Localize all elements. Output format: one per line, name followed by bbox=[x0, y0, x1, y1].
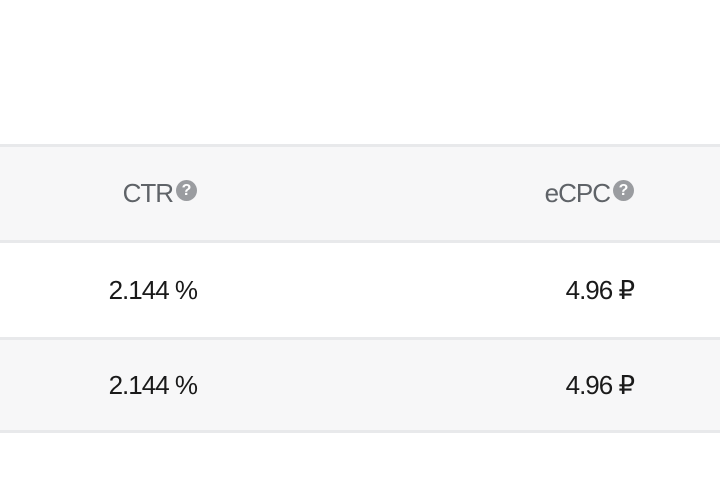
ecpc-cell: 4.96 ₽ bbox=[565, 369, 635, 400]
column-header-label: CTR bbox=[122, 178, 174, 208]
column-header-label: eCPC bbox=[544, 178, 611, 208]
table-header: CTR ? eCPC ? bbox=[0, 144, 720, 243]
ecpc-cell: 4.96 ₽ bbox=[565, 274, 635, 305]
column-header-ecpc[interactable]: eCPC ? bbox=[545, 147, 634, 240]
help-icon[interactable]: ? bbox=[613, 180, 634, 201]
table-row: 2.144 % 4.96 ₽ bbox=[0, 243, 720, 340]
help-icon[interactable]: ? bbox=[176, 180, 197, 201]
column-header-ctr[interactable]: CTR ? bbox=[123, 147, 197, 240]
ctr-cell: 2.144 % bbox=[108, 274, 198, 305]
table-row: 2.144 % 4.96 ₽ bbox=[0, 340, 720, 433]
ctr-cell: 2.144 % bbox=[108, 369, 198, 400]
